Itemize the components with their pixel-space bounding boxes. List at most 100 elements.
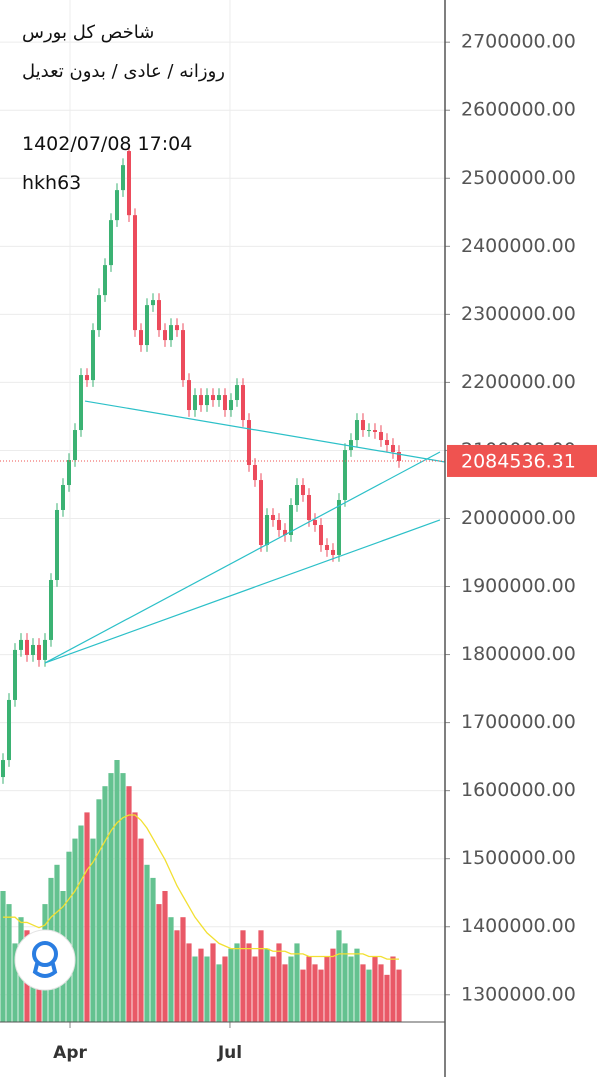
y-tick-label: 2000000.00 [461,507,576,529]
candle-body [180,330,185,381]
candle-body [132,215,137,331]
volume-bar [378,964,384,1022]
volume-bar [96,799,102,1022]
candle-body [66,460,71,486]
y-tick-label: 1500000.00 [461,847,576,869]
volume-bar [318,969,324,1022]
candle-body [378,432,383,441]
candle-body [222,395,227,411]
volume-bar [114,760,120,1022]
volume-ma-line [3,814,399,960]
candle-body [36,644,41,660]
chart-subtitle: روزانه / عادی / بدون تعدیل [22,61,225,82]
volume-bar [342,943,348,1022]
candle-body [114,190,119,221]
candle-body [288,505,293,536]
volume-bar [372,956,378,1022]
candle-body [234,385,239,401]
volume-bar [210,943,216,1022]
volume-bar [90,838,96,1022]
y-tick-label: 2300000.00 [461,303,576,325]
candle-body [282,529,287,536]
volume-bar [168,917,174,1022]
volume-bar [312,964,318,1022]
candle-body [330,549,335,555]
candle-body [12,649,17,700]
x-tick-label: Jul [217,1043,242,1063]
volume-bar [162,891,168,1022]
candle-body [54,509,59,580]
volume-bar [126,786,132,1022]
volume-bar [288,956,294,1022]
candle-body [384,440,389,445]
trend-line [44,451,441,664]
logo-base [32,962,58,978]
author-label: hkh63 [22,172,82,194]
candle-body [6,699,11,761]
candle-body [300,485,305,496]
app-logo-button[interactable] [13,928,77,992]
volume-bar [324,956,330,1022]
volume-bar [390,956,396,1022]
candle-body [324,545,329,550]
candle-body [198,395,203,406]
date-label: 1402/07/08 17:04 [22,133,193,155]
candle-body [390,444,395,453]
candle-body [24,639,29,655]
candle-body [246,420,251,466]
volume-bar [366,969,372,1022]
logo-circle [14,929,76,991]
candle-body [252,465,257,481]
candle-body [186,380,191,411]
y-tick-label: 2200000.00 [461,371,576,393]
candle-body [306,495,311,520]
volume-bar [228,948,234,1022]
y-tick-label: 2400000.00 [461,235,576,257]
volume-bar [144,864,150,1022]
volume-bar [138,838,144,1022]
candle-body [312,519,317,526]
candle-body [204,395,209,406]
volume-bar [102,786,108,1022]
volume-bar [264,948,270,1022]
volume-bar [174,930,180,1022]
logo-ring [32,941,58,967]
candle-body [342,450,347,500]
volume-bar [396,969,402,1022]
volume-bar [216,964,222,1022]
candle-body [108,220,113,266]
candle-body [216,395,221,401]
y-tick-label: 1300000.00 [461,983,576,1005]
candle-body [96,295,101,331]
candle-body [318,525,323,546]
volume-bar [192,956,198,1022]
candle-body [228,400,233,411]
volume-bar [294,943,300,1022]
candle-body [396,452,401,461]
y-tick-label: 1700000.00 [461,711,576,733]
trend-line [84,400,446,463]
volume-bar [84,812,90,1022]
volume-bar [270,956,276,1022]
volume-bar [132,812,138,1022]
y-tick-label: 2500000.00 [461,167,576,189]
volume-bar [204,956,210,1022]
volume-bar [300,969,306,1022]
volume-bar [384,974,390,1022]
candle-body [144,305,149,346]
candle-body [78,375,83,431]
volume-bar [336,930,342,1022]
volume-bar [120,773,126,1022]
volume-bar [252,956,258,1022]
candle-body [366,430,371,432]
volume-bar [330,948,336,1022]
volume-bar [246,943,252,1022]
candle-body [276,519,281,530]
y-tick-label: 1600000.00 [461,779,576,801]
candle-body [264,515,269,546]
candle-body [18,639,23,650]
volume-bar [276,943,282,1022]
volume-bar [360,964,366,1022]
